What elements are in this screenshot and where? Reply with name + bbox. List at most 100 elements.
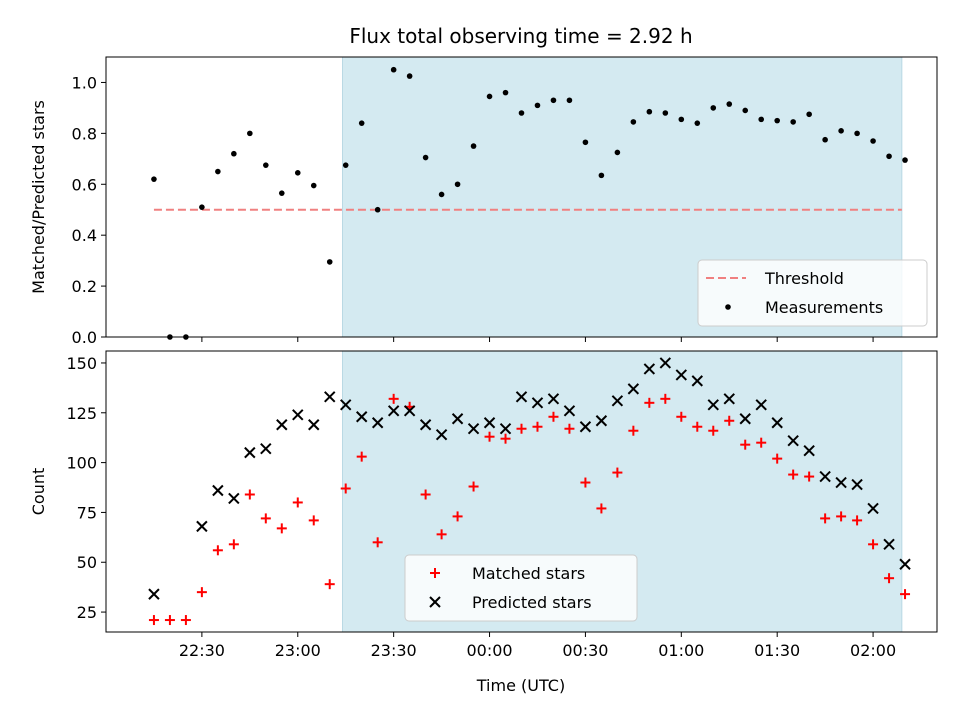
measurement-point (358, 120, 365, 126)
predicted-star-marker (803, 444, 815, 457)
y-tick-label: 1.0 (72, 73, 97, 92)
measurement-point (854, 130, 860, 137)
matched-star-marker (212, 545, 223, 556)
matched-star-marker (724, 415, 735, 426)
measurement-point (758, 116, 765, 123)
x-tick-label: 01:30 (754, 641, 800, 660)
measurement-point (151, 176, 157, 182)
count-plot-frame (105, 350, 938, 633)
measurement-point (326, 259, 333, 265)
matched-star-marker (628, 425, 639, 436)
measurement-point (199, 204, 205, 210)
y-tick-label: 50 (77, 553, 97, 572)
predicted-star-marker (547, 393, 560, 405)
matched-star-marker (868, 539, 879, 550)
predicted-star-marker (691, 375, 703, 387)
predicted-star-marker (228, 492, 240, 505)
legend-label: Matched stars (472, 564, 585, 583)
predicted-star-marker (403, 405, 416, 417)
ratio-y-axis: 0.0 0.2 0.4 0.6 0.8 1.0 (72, 73, 106, 347)
measurement-point (231, 150, 237, 157)
matched-star-marker (756, 437, 767, 448)
y-tick-label: 100 (66, 454, 97, 473)
legend-label: Threshold (764, 269, 844, 288)
legend-predicted-swatch (429, 596, 441, 608)
matched-star-marker (260, 513, 271, 524)
predicted-star-marker (451, 413, 464, 425)
matched-star-marker (276, 523, 287, 534)
predicted-star-marker (595, 415, 608, 427)
predicted-star-marker (675, 369, 688, 381)
predicted-star-marker (196, 520, 208, 533)
matched-star-marker (804, 471, 815, 482)
measurement-point (806, 111, 812, 118)
predicted-star-marker (148, 588, 160, 600)
predicted-star-marker (387, 405, 400, 417)
matched-star-marker (420, 489, 431, 500)
matched-star-marker (788, 469, 799, 480)
y-tick-label: 0.6 (72, 175, 97, 194)
y-tick-label: 150 (66, 354, 97, 373)
matched-star-marker (180, 615, 191, 626)
count-legend: Matched stars Predicted stars (404, 554, 638, 622)
matched-star-marker (708, 425, 719, 436)
ratio-legend: Threshold Measurements (697, 259, 928, 327)
count-y-axis-label: Count (29, 468, 48, 516)
ratio-plot-frame (105, 56, 938, 338)
legend-label: Predicted stars (472, 593, 592, 612)
y-tick-label: 125 (66, 404, 97, 423)
predicted-star-marker (739, 413, 751, 425)
measurement-point (870, 138, 876, 144)
x-axis-label: Time (UTC) (476, 676, 565, 695)
measurement-point (822, 136, 828, 143)
matched-star-marker (516, 423, 527, 434)
legend-box (697, 259, 928, 327)
count-panel: 25 50 75 100 125 150 22:30 23:00 23:30 00:00 00:3… (29, 350, 938, 660)
chart-title: Flux total observing time = 2.92 h (349, 24, 692, 48)
x-tick-label: 00:30 (562, 641, 608, 660)
predicted-star-marker (260, 442, 272, 455)
matched-star-marker (564, 423, 575, 434)
legend-matched-swatch (430, 568, 440, 578)
predicted-star-marker (707, 399, 719, 411)
matched-star-marker (660, 393, 671, 404)
predicted-star-marker (212, 484, 224, 497)
y-tick-label: 0.4 (72, 226, 97, 245)
measurement-point (374, 206, 381, 213)
matched-star-marker (372, 537, 383, 548)
y-tick-label: 0.0 (72, 328, 97, 347)
matched-star-marker (548, 411, 559, 422)
predicted-star-marker (355, 411, 368, 423)
matched-star-marker (676, 411, 687, 422)
measurement-point (438, 191, 445, 198)
predicted-star-marker (579, 421, 592, 433)
measurement-point (630, 119, 637, 125)
measurement-point (598, 172, 605, 179)
predicted-star-marker (771, 417, 783, 429)
measurement-point (582, 139, 589, 146)
measurement-point (742, 107, 749, 114)
matched-star-marker (292, 497, 303, 508)
predicted-star-marker (276, 419, 288, 431)
measurement-point (247, 130, 253, 137)
ratio-x-ticks (201, 337, 874, 342)
count-y-axis: 25 50 75 100 125 150 (66, 354, 106, 622)
count-series-group (148, 357, 911, 626)
measurement-point (646, 108, 653, 115)
measurement-point (886, 153, 892, 160)
matched-star-marker (244, 489, 255, 500)
y-tick-label: 25 (77, 603, 97, 622)
measurement-point (902, 157, 908, 163)
y-tick-label: 0.2 (72, 277, 97, 296)
predicted-star-marker (883, 538, 895, 551)
matched-star-marker (468, 481, 479, 492)
matched-star-marker (612, 467, 623, 478)
matched-star-marker (532, 421, 543, 432)
measurement-point (342, 162, 349, 168)
measurement-point (726, 101, 733, 107)
measurement-point (470, 143, 477, 149)
predicted-star-marker (340, 399, 352, 411)
matched-star-marker (308, 515, 319, 526)
matched-star-marker (228, 539, 239, 550)
